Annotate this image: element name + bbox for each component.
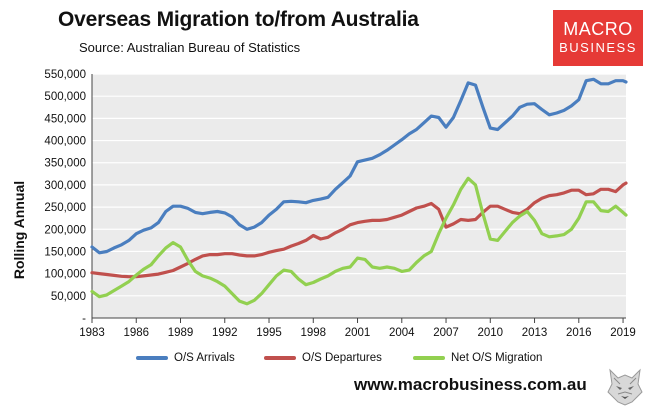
y-tick-label: 200,000 (44, 224, 86, 236)
website-url: www.macrobusiness.com.au (354, 375, 587, 394)
x-tick-label: 2019 (610, 327, 636, 339)
x-tick-label: 1983 (79, 327, 105, 339)
legend-swatch-net (413, 356, 445, 360)
wolf-logo-icon (607, 368, 643, 406)
legend-item-net: Net O/S Migration (413, 352, 542, 364)
chart-title: Overseas Migration to/from Australia (58, 8, 419, 31)
x-tick-label: 1992 (212, 327, 238, 339)
legend-label-arrivals: O/S Arrivals (174, 352, 235, 364)
y-tick-label: 500,000 (44, 91, 86, 103)
series-line-net-migration (90, 176, 628, 306)
y-tick-label: 300,000 (44, 180, 86, 192)
y-tick-label: 550,000 (44, 69, 86, 81)
plot-area (92, 74, 626, 318)
x-tick-label: 2007 (433, 327, 459, 339)
x-tick-label: 2013 (522, 327, 548, 339)
y-tick-label: 350,000 (44, 158, 86, 170)
legend-label-net: Net O/S Migration (451, 352, 543, 364)
x-tick-label: 2010 (477, 327, 503, 339)
legend-swatch-departures (264, 356, 296, 360)
macrobusiness-logo: MACRO BUSINESS (553, 10, 643, 66)
x-tick-label: 2016 (566, 327, 592, 339)
chart-subtitle: Source: Australian Bureau of Statistics (79, 40, 301, 55)
series-line-departures (90, 181, 628, 279)
legend-label-departures: O/S Departures (302, 352, 382, 364)
y-tick-label: 150,000 (44, 246, 86, 258)
y-tick-label: 400,000 (44, 136, 86, 148)
y-tick-label: 450,000 (44, 113, 86, 125)
y-tick-label: 100,000 (44, 269, 86, 281)
legend-swatch-arrivals (136, 356, 168, 360)
legend-item-arrivals: O/S Arrivals (136, 352, 235, 364)
legend-item-departures: O/S Departures (264, 352, 382, 364)
logo-line2: BUSINESS (559, 40, 637, 55)
x-tick-label: 2004 (389, 327, 415, 339)
x-tick-label: 1989 (168, 327, 194, 339)
chart-legend: O/S Arrivals O/S Departures Net O/S Migr… (0, 352, 660, 370)
y-tick-label: 50,000 (51, 291, 86, 303)
x-tick-label: 1986 (123, 327, 149, 339)
x-tick-label: 1995 (256, 327, 282, 339)
y-tick-label: 250,000 (44, 202, 86, 214)
logo-line1: MACRO (563, 19, 633, 39)
y-tick-label: - (82, 313, 86, 325)
x-tick-label: 2001 (345, 327, 371, 339)
series-line-arrivals (90, 77, 628, 255)
x-tick-label: 1998 (300, 327, 326, 339)
